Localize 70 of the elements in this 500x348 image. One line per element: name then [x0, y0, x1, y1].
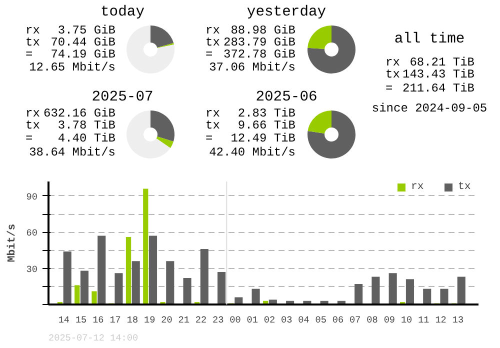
- text: 372.78 GiB: [223, 48, 296, 62]
- x-tick-label: 13: [452, 314, 464, 326]
- text: 632.16 GiB: [43, 106, 116, 120]
- text: tx: [206, 36, 220, 50]
- text: =: [206, 132, 213, 146]
- x-tick-label: 15: [75, 314, 87, 326]
- x-tick-label: 19: [144, 314, 156, 326]
- x-tick-label: 12: [435, 314, 446, 326]
- text: 3.75 GiB: [58, 24, 116, 38]
- x-tick-label: 20: [161, 314, 173, 326]
- chart-title: 2025-06: [256, 90, 318, 106]
- text: tx: [206, 118, 220, 132]
- text: 12.65 Mbit/s: [29, 60, 116, 74]
- legend-label: tx: [458, 181, 472, 193]
- text: all time: [394, 32, 465, 48]
- text: rx: [206, 24, 220, 38]
- y-axis-title: Mbit/s: [6, 224, 18, 262]
- x-tick-label: 03: [281, 314, 292, 326]
- text: =: [386, 82, 393, 96]
- text: 70.44 GiB: [50, 36, 116, 50]
- x-tick-label: 01: [246, 314, 258, 326]
- x-tick-label: 09: [384, 314, 396, 326]
- x-tick-label: 16: [92, 314, 104, 326]
- y-tick-label: 90: [26, 191, 38, 202]
- text: since 2024-09-05: [372, 102, 488, 116]
- text: =: [26, 48, 33, 62]
- text: rx: [206, 106, 220, 120]
- x-tick-label: 05: [315, 314, 326, 326]
- chart-title: today: [100, 4, 145, 20]
- x-tick-label: 08: [366, 314, 378, 326]
- text: 211.64 TiB: [402, 82, 475, 96]
- text: tx: [386, 68, 400, 82]
- text: 42.40 Mbit/s: [209, 146, 296, 160]
- text: 74.19 GiB: [50, 48, 116, 62]
- text: 143.43 TiB: [402, 68, 475, 82]
- x-tick-label: 21: [178, 314, 190, 326]
- text: 37.06 Mbit/s: [209, 60, 296, 74]
- x-tick-label: 11: [418, 314, 430, 326]
- text: 4.40 TiB: [58, 132, 116, 146]
- text: 3.78 TiB: [58, 118, 116, 132]
- x-tick-label: 02: [264, 314, 276, 326]
- x-tick-label: 00: [230, 314, 242, 326]
- x-tick-label: 07: [350, 314, 361, 326]
- x-tick-label: 14: [58, 314, 70, 326]
- text: 12.49 TiB: [230, 132, 296, 146]
- x-tick-label: 04: [298, 314, 310, 326]
- text: 38.64 Mbit/s: [29, 146, 116, 160]
- x-tick-label: 17: [110, 314, 121, 326]
- x-tick-label: 22: [195, 314, 207, 326]
- x-tick-label: 18: [126, 314, 138, 326]
- x-tick-label: 06: [332, 314, 344, 326]
- text: 88.98 GiB: [230, 24, 296, 38]
- text: tx: [26, 36, 40, 50]
- text: =: [206, 48, 213, 62]
- text: =: [26, 132, 33, 146]
- text: tx: [26, 118, 40, 132]
- text: 9.66 TiB: [238, 118, 296, 132]
- text: rx: [386, 56, 400, 70]
- chart-title: 2025-07: [92, 90, 154, 106]
- text: rx: [26, 24, 40, 38]
- text: 68.21 TiB: [410, 56, 474, 70]
- y-tick-label: 30: [26, 264, 38, 275]
- x-tick-label: 10: [400, 314, 413, 326]
- chart-title: yesterday: [246, 4, 326, 20]
- text: rx: [26, 106, 40, 120]
- y-tick-label: 60: [26, 228, 38, 239]
- text: 2.83 TiB: [238, 106, 296, 120]
- legend-label: rx: [411, 181, 425, 193]
- text: 283.79 GiB: [223, 36, 296, 50]
- x-tick-label: 23: [212, 314, 224, 326]
